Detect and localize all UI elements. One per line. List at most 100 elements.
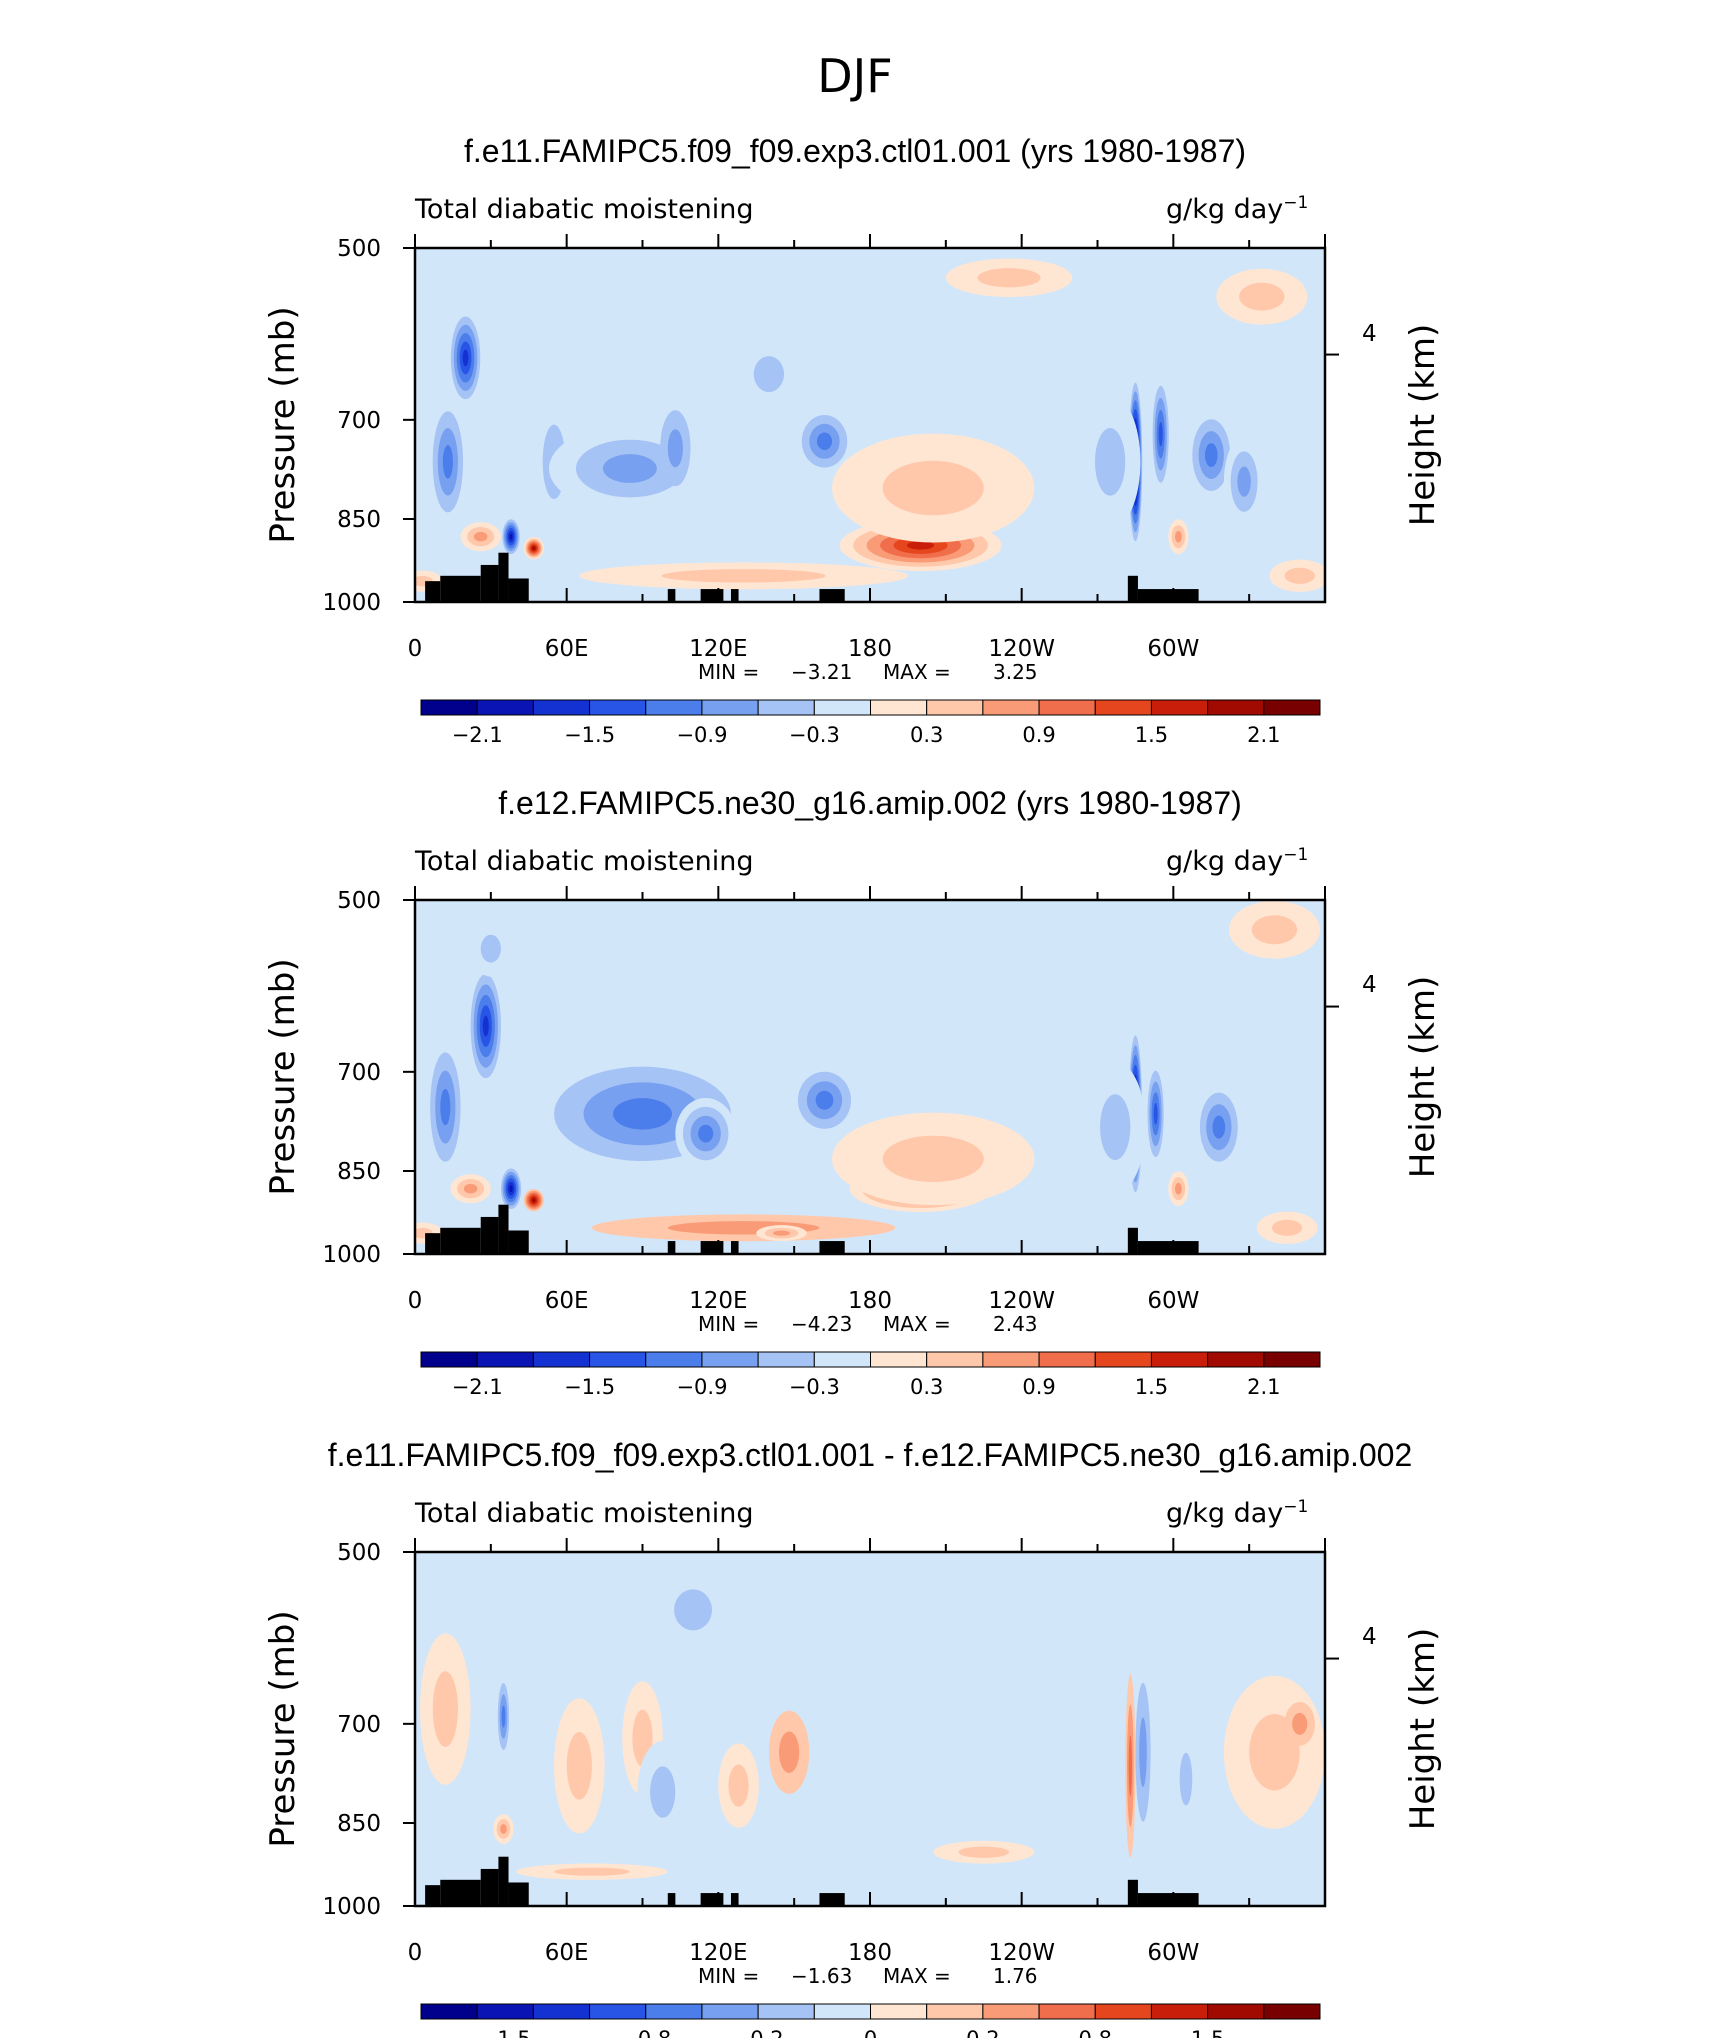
x-tick-label: 120E <box>689 1940 747 1966</box>
contour-region <box>1212 1115 1226 1139</box>
orography-mask <box>440 1879 481 1906</box>
units-exponent: −1 <box>1283 845 1308 865</box>
contour-plot <box>403 1538 1339 1908</box>
colorbar-label: −0.3 <box>789 1375 840 1399</box>
colorbar-box <box>701 2003 759 2020</box>
orography-mask <box>508 1230 529 1254</box>
colorbar-box <box>589 1351 647 1368</box>
contour-fields <box>415 258 1325 602</box>
contour-region <box>1175 1182 1182 1195</box>
colorbar-label: 0.8 <box>1079 2027 1112 2038</box>
colorbar-box <box>813 699 871 716</box>
units-text: g/kg day <box>1166 1498 1283 1529</box>
contour-region <box>667 429 683 468</box>
colorbar-box <box>757 699 815 716</box>
contour-region <box>1271 1219 1303 1236</box>
y-axis-label: Pressure (mb) <box>263 306 303 543</box>
orography-mask <box>1137 589 1199 602</box>
contour-region <box>958 1846 1010 1858</box>
contour-region <box>1158 422 1163 447</box>
colorbar-label: 1.5 <box>1135 723 1168 747</box>
orography-mask <box>667 1241 676 1254</box>
contour-region <box>882 1135 984 1182</box>
x-tick-label: 0 <box>408 636 423 662</box>
colorbar-box <box>701 699 759 716</box>
orography-mask <box>730 1241 739 1254</box>
colorbar-box <box>982 2003 1040 2020</box>
contour-region <box>602 454 657 483</box>
orography-mask <box>667 589 676 602</box>
colorbar-box <box>757 2003 815 2020</box>
orography-mask <box>700 1241 724 1254</box>
contour-region <box>1153 1103 1158 1125</box>
panel-2: f.e12.FAMIPC5.ne30_g16.amip.002 (yrs 198… <box>263 785 1443 1399</box>
orography-mask <box>819 1893 845 1906</box>
y-tick-label: 1000 <box>322 1242 381 1268</box>
orography-mask <box>480 1216 499 1254</box>
colorbar-label: 2.1 <box>1247 1375 1280 1399</box>
colorbar-label: 0.9 <box>1022 1375 1055 1399</box>
units-label: g/kg day−1 <box>1166 193 1308 225</box>
colorbar: −2.1 −1.5 −0.9 −0.3 0.3 0.9 1.5 2.1 <box>420 1351 1321 1399</box>
max-value: 1.76 <box>993 1964 1038 1988</box>
colorbar-box <box>532 699 591 716</box>
orography-mask <box>440 575 481 602</box>
orography-mask <box>508 578 529 602</box>
contour-region <box>1128 1735 1133 1797</box>
contour-region <box>532 1198 536 1203</box>
figure-title: DJF <box>817 49 892 103</box>
units-exponent: −1 <box>1283 193 1308 213</box>
colorbar-box <box>982 699 1040 716</box>
field-label: Total diabatic moistening <box>414 1498 753 1529</box>
min-value: −4.23 <box>791 1312 852 1336</box>
contour-fields <box>420 1568 1325 1906</box>
contour-region <box>1100 1094 1131 1161</box>
contour-region <box>815 1090 834 1110</box>
contour-region <box>1094 428 1126 496</box>
panel-3: f.e11.FAMIPC5.f09_f09.exp3.ctl01.001 - f… <box>263 1437 1443 2038</box>
colorbar-box <box>476 2003 534 2020</box>
contour-region <box>500 1824 507 1834</box>
colorbar-box <box>645 699 703 716</box>
orography-mask <box>480 564 499 602</box>
contour-region <box>566 1732 592 1800</box>
contour-region <box>440 1088 451 1126</box>
colorbar-label: −1.5 <box>564 1375 615 1399</box>
contour-region <box>779 1731 800 1773</box>
x-tick-label: 120E <box>689 636 747 662</box>
contour-region <box>1284 567 1315 584</box>
units-text: g/kg day <box>1166 194 1283 225</box>
colorbar-label: 0.2 <box>966 2027 999 2038</box>
colorbar-label: −0.8 <box>620 2027 671 2038</box>
colorbar-box <box>1207 1351 1265 1368</box>
orography-mask <box>480 1868 499 1906</box>
contour-region <box>501 1705 506 1728</box>
orography-mask <box>498 552 509 602</box>
colorbar-label: 2.1 <box>1247 723 1280 747</box>
contour-region <box>509 533 513 540</box>
colorbar-box <box>870 2003 928 2020</box>
right-axis-label: Height (km) <box>1403 1628 1443 1831</box>
colorbar-box <box>926 1351 984 1368</box>
colorbar-label: 0.9 <box>1022 723 1055 747</box>
orography-mask <box>1127 1879 1138 1906</box>
right-axis-label: Height (km) <box>1403 324 1443 527</box>
x-tick-label: 120E <box>689 1288 747 1314</box>
colorbar-label: −0.9 <box>676 723 727 747</box>
contour-region <box>462 349 469 367</box>
colorbar-box <box>813 2003 871 2020</box>
colorbar-label: −1.5 <box>564 723 615 747</box>
max-label: MAX = <box>883 1312 951 1336</box>
x-tick-labels: 0 60E 120E 180 120W 60W <box>408 1940 1200 1966</box>
min-label: MIN = <box>698 660 759 684</box>
x-tick-label: 180 <box>848 636 892 662</box>
colorbar-label: −2.1 <box>452 723 503 747</box>
colorbar-label: −0.3 <box>789 723 840 747</box>
field-label: Total diabatic moistening <box>414 846 753 877</box>
contour-region <box>882 460 984 516</box>
colorbar-label: 1.5 <box>1135 1375 1168 1399</box>
units-exponent: −1 <box>1283 1497 1308 1517</box>
contour-plot <box>403 886 1339 1256</box>
right-axis-label: Height (km) <box>1403 976 1443 1179</box>
